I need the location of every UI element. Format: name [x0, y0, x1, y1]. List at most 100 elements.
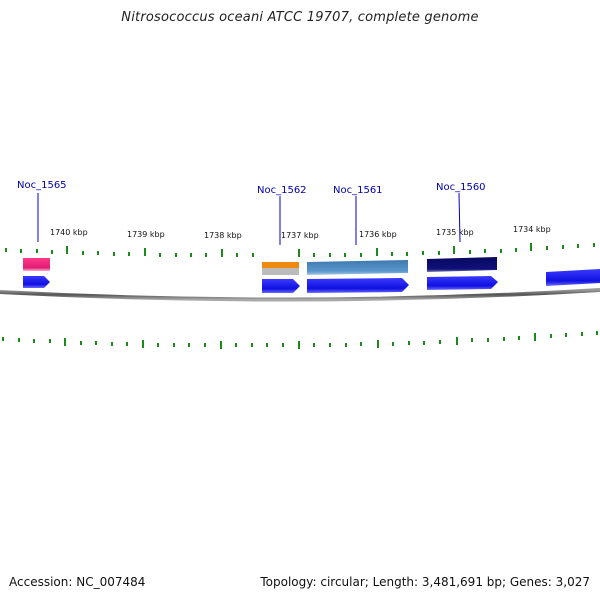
- feature-noc-1561[interactable]: [307, 260, 408, 275]
- tick-mark: [49, 339, 51, 343]
- tick-mark: [344, 253, 346, 257]
- gene-label-noc-1560[interactable]: Noc_1560: [436, 182, 486, 193]
- tick-mark: [550, 334, 552, 338]
- tick-label-1740: 1740 kbp: [50, 228, 88, 237]
- tick-mark: [5, 248, 7, 252]
- tick-mark: [51, 250, 53, 254]
- tick-mark: [251, 343, 253, 347]
- tick-mark: [18, 338, 20, 342]
- gene-label-noc-1562[interactable]: Noc_1562: [257, 185, 307, 196]
- cds-arrow-noc-1560[interactable]: [427, 276, 498, 290]
- tick-mark: [518, 336, 520, 340]
- tick-mark: [128, 252, 130, 256]
- tick-mark: [97, 251, 99, 255]
- tick-mark: [142, 340, 144, 348]
- coordinate-labels: 1740 kbp 1739 kbp 1738 kbp 1737 kbp 1736…: [50, 225, 551, 240]
- tick-mark: [313, 343, 315, 347]
- tick-mark: [500, 249, 502, 253]
- tick-mark: [596, 331, 598, 335]
- tick-mark: [82, 251, 84, 255]
- tick-mark: [391, 252, 393, 256]
- feature-noc-1562-bottom[interactable]: [262, 268, 299, 275]
- tick-mark: [484, 249, 486, 253]
- tick-mark: [252, 253, 254, 257]
- tick-mark: [469, 250, 471, 254]
- gene-label-noc-1561[interactable]: Noc_1561: [333, 185, 383, 196]
- tick-mark: [406, 252, 408, 256]
- tick-mark: [190, 253, 192, 257]
- tick-label-1735: 1735 kbp: [436, 228, 474, 237]
- tick-mark: [487, 338, 489, 342]
- tick-mark: [159, 253, 161, 257]
- tick-label-1739: 1739 kbp: [127, 230, 165, 239]
- accession-text: Accession: NC_007484: [9, 575, 146, 589]
- tick-mark: [377, 340, 379, 348]
- tick-mark: [565, 333, 567, 337]
- feature-noc-1562-top[interactable]: [262, 262, 299, 269]
- tick-mark: [546, 246, 548, 250]
- tick-mark: [95, 341, 97, 345]
- tick-mark: [439, 340, 441, 344]
- cds-arrow-offscreen[interactable]: [546, 269, 600, 286]
- tick-mark: [534, 333, 536, 341]
- tick-mark: [360, 253, 362, 257]
- tick-mark: [422, 251, 424, 255]
- tick-mark: [204, 343, 206, 347]
- tick-mark: [33, 339, 35, 343]
- genome-summary-text: Topology: circular; Length: 3,481,691 bp…: [260, 575, 590, 589]
- tick-mark: [392, 342, 394, 346]
- feature-track: [23, 257, 497, 275]
- tick-label-1738: 1738 kbp: [204, 231, 242, 240]
- tick-mark: [329, 253, 331, 257]
- tick-mark: [266, 343, 268, 347]
- tick-mark: [408, 341, 410, 345]
- gene-label-noc-1565[interactable]: Noc_1565: [17, 180, 67, 191]
- tick-mark: [173, 343, 175, 347]
- leader-line-noc-1560: [458, 192, 461, 243]
- tick-mark: [175, 253, 177, 257]
- tick-mark: [157, 343, 159, 347]
- genome-backbone: [0, 288, 600, 302]
- cds-arrow-noc-1561[interactable]: [307, 278, 409, 293]
- tick-mark: [515, 248, 517, 252]
- tick-label-1737: 1737 kbp: [281, 231, 319, 240]
- tick-mark: [313, 253, 315, 257]
- cds-arrow-noc-1565[interactable]: [23, 276, 50, 288]
- tick-mark: [220, 341, 222, 349]
- tick-mark: [562, 245, 564, 249]
- tick-mark: [80, 341, 82, 345]
- tick-mark: [593, 243, 595, 247]
- tick-mark: [126, 342, 128, 346]
- tick-mark: [188, 343, 190, 347]
- gene-labels: Noc_1565 Noc_1562 Noc_1561 Noc_1560: [17, 180, 486, 196]
- tick-mark: [205, 253, 207, 257]
- tick-mark: [66, 246, 68, 254]
- tick-mark: [235, 343, 237, 347]
- tick-label-1736: 1736 kbp: [359, 230, 397, 239]
- tick-mark: [530, 243, 532, 251]
- map-title: Nitrosococcus oceani ATCC 19707, complet…: [121, 10, 479, 25]
- cds-arrow-noc-1562[interactable]: [262, 279, 300, 293]
- tick-label-1734: 1734 kbp: [513, 225, 551, 234]
- tick-mark: [20, 249, 22, 253]
- tick-mark: [453, 246, 455, 254]
- tick-mark: [329, 343, 331, 347]
- tick-mark: [376, 248, 378, 256]
- tick-mark: [360, 342, 362, 346]
- tick-mark: [221, 249, 223, 257]
- tick-mark: [345, 343, 347, 347]
- feature-noc-1565[interactable]: [23, 258, 50, 271]
- tick-mark: [298, 249, 300, 257]
- feature-noc-1560[interactable]: [427, 257, 497, 272]
- tick-mark: [503, 337, 505, 341]
- tick-mark: [236, 253, 238, 257]
- tick-mark: [282, 343, 284, 347]
- tick-mark: [456, 337, 458, 345]
- upper-tick-row: [5, 243, 595, 257]
- tick-mark: [36, 249, 38, 253]
- cds-arrow-track: [23, 269, 600, 293]
- tick-mark: [298, 341, 300, 349]
- tick-mark: [438, 251, 440, 255]
- tick-mark: [581, 332, 583, 336]
